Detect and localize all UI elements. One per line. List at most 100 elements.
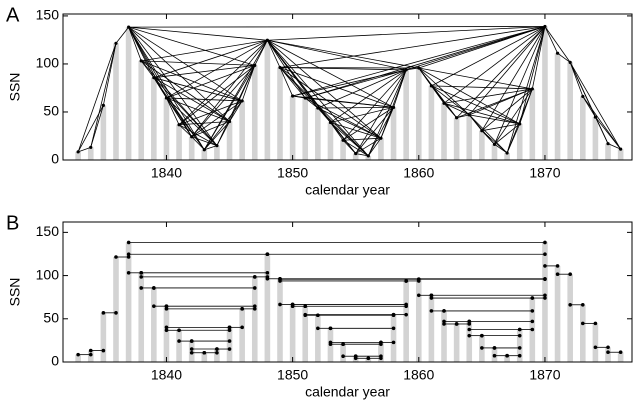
bar: [593, 117, 599, 160]
x-tick-label: 1860: [403, 165, 434, 181]
edge-node: [165, 304, 169, 308]
edge-node: [594, 322, 598, 326]
bar: [302, 98, 308, 160]
bar: [328, 123, 334, 160]
edge-node: [102, 349, 106, 353]
visibility-edge: [494, 124, 519, 144]
node: [140, 59, 143, 62]
visibility-edge: [583, 96, 621, 149]
edge-node: [76, 353, 80, 357]
edge-node: [303, 304, 307, 308]
node: [392, 106, 395, 109]
edge-node: [594, 346, 598, 350]
bar: [618, 149, 624, 160]
bar: [542, 26, 548, 160]
node: [480, 129, 483, 132]
edge-node: [606, 346, 610, 350]
edge-node: [493, 346, 497, 350]
edge-node: [568, 303, 572, 307]
edge-node: [543, 241, 547, 245]
bar: [315, 315, 321, 362]
edge-node: [165, 326, 169, 330]
edge-node: [606, 350, 610, 354]
visibility-edge: [129, 26, 545, 27]
node: [241, 99, 244, 102]
visibility-edge: [444, 89, 532, 103]
edge-node: [102, 311, 106, 315]
node: [430, 84, 433, 87]
node: [619, 148, 622, 151]
edge-node: [240, 326, 244, 330]
edge-node: [505, 354, 509, 358]
node: [102, 104, 105, 107]
y-axis-label: SSN: [7, 73, 23, 102]
bar: [391, 107, 397, 160]
edge-node: [127, 252, 131, 256]
edge-node: [581, 322, 585, 326]
bar: [542, 242, 548, 362]
edge-node: [556, 272, 560, 276]
bar: [466, 321, 472, 362]
bar: [403, 281, 409, 362]
bar: [239, 309, 245, 362]
edge-node: [127, 241, 131, 245]
visibility-edge: [141, 40, 267, 61]
edge-node: [467, 320, 471, 324]
edge-node: [139, 271, 143, 275]
bar: [567, 62, 573, 160]
node: [341, 139, 344, 142]
visibility-edge: [154, 78, 217, 146]
bar: [290, 96, 296, 160]
bar: [277, 279, 283, 362]
edge-node: [619, 350, 623, 354]
edge-node: [531, 320, 535, 324]
edge-node: [493, 354, 497, 358]
node: [152, 76, 155, 79]
y-tick-label: 100: [36, 266, 60, 282]
bar: [138, 61, 144, 160]
visibility-edge: [192, 65, 255, 136]
bar: [593, 323, 599, 362]
bar: [416, 279, 422, 362]
node: [89, 146, 92, 149]
x-axis-label: calendar year: [305, 384, 390, 400]
node: [556, 52, 559, 55]
visibility-edge: [419, 26, 545, 67]
panel-label: A: [6, 4, 20, 26]
bar: [126, 27, 132, 160]
panel-label: B: [6, 212, 19, 234]
node: [253, 64, 256, 67]
edge-node: [215, 347, 219, 351]
x-tick-label: 1860: [403, 367, 434, 383]
edge-node: [316, 313, 320, 317]
bar: [214, 146, 220, 160]
edge-node: [404, 313, 408, 317]
bar: [101, 313, 107, 362]
x-tick-label: 1840: [151, 367, 182, 383]
edge-node: [341, 342, 345, 346]
edge-node: [303, 313, 307, 317]
edge-node: [228, 339, 232, 343]
edge-node: [253, 286, 257, 290]
edge-node: [152, 304, 156, 308]
edge-node: [543, 252, 547, 256]
edge-node: [228, 347, 232, 351]
edge-node: [190, 339, 194, 343]
bar: [492, 144, 498, 160]
edge-node: [367, 356, 371, 360]
edge-node: [341, 354, 345, 358]
node: [316, 106, 319, 109]
bar: [555, 53, 561, 160]
node: [278, 66, 281, 69]
bar: [454, 324, 460, 362]
y-tick-label: 50: [43, 309, 59, 325]
x-tick-label: 1840: [151, 165, 182, 181]
x-tick-label: 1850: [277, 165, 308, 181]
edge-node: [278, 277, 282, 281]
node: [531, 87, 534, 90]
node: [518, 122, 521, 125]
edge-node: [89, 353, 93, 357]
edge-node: [531, 309, 535, 313]
edge-node: [114, 255, 118, 259]
